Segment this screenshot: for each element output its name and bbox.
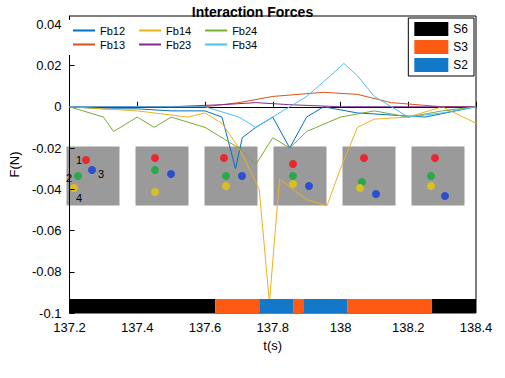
svg-text:Fb12: Fb12 <box>100 25 125 37</box>
svg-text:Fb34: Fb34 <box>232 39 257 51</box>
svg-text:F(N): F(N) <box>7 152 22 178</box>
svg-text:-0.04: -0.04 <box>32 182 62 197</box>
svg-text:138.2: 138.2 <box>392 320 425 335</box>
svg-text:137.4: 137.4 <box>121 320 154 335</box>
svg-text:137.6: 137.6 <box>189 320 222 335</box>
svg-text:137.8: 137.8 <box>256 320 289 335</box>
svg-text:1: 1 <box>76 154 82 166</box>
svg-text:Fb24: Fb24 <box>232 25 257 37</box>
svg-text:-0.1: -0.1 <box>39 306 61 321</box>
svg-text:0.02: 0.02 <box>36 58 61 73</box>
svg-text:S6: S6 <box>453 22 468 36</box>
svg-text:-0.02: -0.02 <box>32 141 62 156</box>
svg-text:Fb23: Fb23 <box>166 39 191 51</box>
svg-text:0: 0 <box>54 99 61 114</box>
svg-text:3: 3 <box>98 168 104 180</box>
svg-text:138.4: 138.4 <box>460 320 493 335</box>
svg-text:138: 138 <box>330 320 352 335</box>
svg-text:Fb14: Fb14 <box>166 25 191 37</box>
svg-text:-0.06: -0.06 <box>32 223 62 238</box>
svg-text:137.2: 137.2 <box>53 320 86 335</box>
svg-text:S3: S3 <box>453 40 468 54</box>
svg-text:S2: S2 <box>453 58 468 72</box>
svg-text:Interaction Forces: Interaction Forces <box>192 4 314 20</box>
svg-text:t(s): t(s) <box>263 338 282 353</box>
svg-text:Fb13: Fb13 <box>100 39 125 51</box>
svg-text:0.04: 0.04 <box>36 17 61 32</box>
svg-text:4: 4 <box>76 192 82 204</box>
svg-text:-0.08: -0.08 <box>32 264 62 279</box>
svg-text:2: 2 <box>66 171 73 184</box>
